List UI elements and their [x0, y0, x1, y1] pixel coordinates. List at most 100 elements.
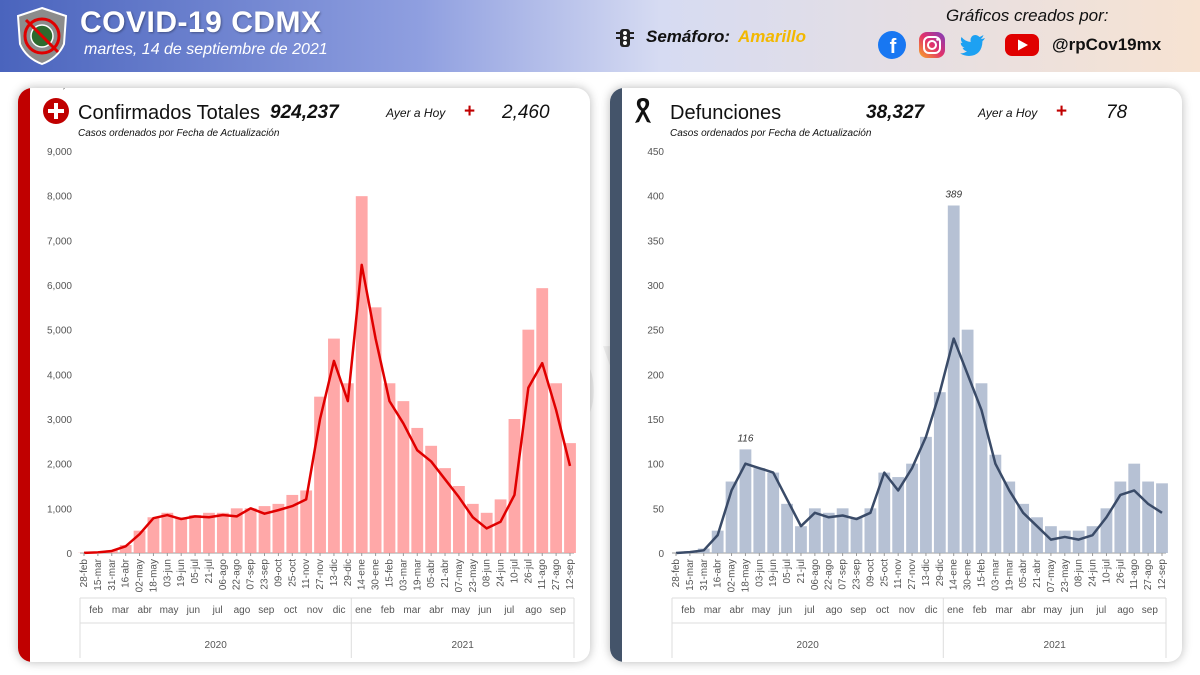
daily-bar — [300, 490, 313, 553]
twitter-icon[interactable] — [958, 30, 988, 60]
month-label: sep — [850, 605, 867, 616]
month-label: abr — [730, 605, 745, 616]
x-tick-label: 19-mar — [1004, 558, 1015, 590]
y-tick-label: 100 — [647, 460, 664, 471]
x-tick-label: 26-jul — [1115, 559, 1126, 583]
x-tick-label: 27-ago — [551, 559, 562, 591]
daily-bar — [808, 508, 821, 553]
x-tick-label: 21-jul — [796, 559, 807, 583]
x-tick-label: 15-feb — [976, 559, 987, 588]
instagram-icon[interactable] — [917, 30, 947, 60]
panel-delta: 2,460 — [502, 102, 550, 123]
x-tick-label: 12-sep — [1157, 559, 1168, 590]
daily-bar — [1156, 483, 1168, 553]
year-label: 2020 — [205, 640, 228, 651]
y-tick-label: 5,000 — [47, 326, 72, 337]
daily-bar — [119, 544, 132, 553]
daily-bar — [878, 472, 891, 553]
page-header: COVID-19 CDMX martes, 14 de septiembre d… — [0, 0, 1200, 72]
panel-accent-bar — [610, 88, 622, 662]
y-tick-label: 0 — [66, 549, 72, 560]
y-tick-label: 350 — [647, 236, 664, 247]
data-label: 116 — [737, 433, 753, 444]
x-tick-label: 03-jun — [754, 559, 765, 587]
x-tick-label: 03-mar — [398, 558, 409, 590]
daily-bar — [147, 517, 160, 553]
x-tick-label: 16-abr — [713, 558, 724, 588]
panel-subtitle: Casos ordenados por Fecha de Actualizaci… — [670, 128, 872, 139]
daily-bar — [1072, 530, 1085, 553]
month-label: ago — [826, 605, 843, 616]
x-tick-label: 15-feb — [384, 559, 395, 588]
daily-bar — [244, 508, 257, 553]
x-tick-label: 08-jun — [1074, 559, 1085, 587]
panel-title: Confirmados Totales — [78, 102, 260, 124]
x-tick-label: 05-jul — [190, 559, 201, 583]
month-label: jun — [1069, 605, 1083, 616]
month-label: mar — [403, 605, 421, 616]
daily-bar — [189, 515, 201, 553]
x-tick-label: 09-oct — [273, 559, 284, 587]
y-tick-label: 8,000 — [47, 192, 72, 203]
month-label: jul — [503, 605, 514, 616]
x-tick-label: 19-mar — [412, 558, 423, 590]
x-tick-label: 23-sep — [260, 559, 271, 590]
x-tick-label: 03-jun — [162, 559, 173, 587]
x-tick-label: 07-may — [454, 559, 465, 592]
average-line — [83, 263, 572, 555]
y-tick-label: 0 — [658, 549, 664, 560]
data-label: 7,989 — [58, 88, 83, 91]
youtube-icon[interactable] — [1004, 30, 1040, 60]
month-label: ene — [355, 605, 372, 616]
daily-bar — [920, 436, 932, 553]
x-tick-label: 07-sep — [838, 559, 849, 590]
facebook-icon[interactable]: f — [877, 30, 907, 60]
x-tick-label: 25-oct — [287, 559, 298, 587]
daily-bar — [1003, 481, 1016, 553]
daily-bar — [1100, 508, 1113, 553]
daily-bar — [711, 530, 724, 553]
month-label: ago — [234, 605, 251, 616]
month-label: abr — [429, 605, 444, 616]
daily-bar — [767, 472, 780, 553]
credit-label: Gráficos creados por: — [946, 6, 1109, 25]
x-tick-label: 18-may — [740, 559, 751, 592]
daily-bar — [850, 517, 863, 553]
daily-bar — [1142, 481, 1155, 553]
month-label: oct — [876, 605, 890, 616]
month-label: sep — [550, 605, 567, 616]
x-tick-label: 28-feb — [79, 559, 90, 588]
daily-bar — [453, 486, 465, 553]
daily-bar — [1031, 517, 1043, 553]
y-tick-label: 2,000 — [47, 460, 72, 471]
daily-bar — [216, 512, 229, 553]
daily-bar — [314, 396, 326, 553]
traffic-light-icon — [616, 29, 634, 47]
x-tick-label: 02-may — [135, 559, 146, 592]
daily-bar — [836, 508, 849, 553]
daily-bar — [1128, 463, 1141, 553]
daily-bar — [536, 288, 549, 553]
x-tick-label: 21-abr — [1032, 558, 1043, 588]
x-tick-label: 26-jul — [523, 559, 534, 583]
daily-bar — [989, 454, 1002, 553]
x-tick-label: 18-may — [148, 559, 159, 592]
daily-bar — [822, 512, 835, 553]
daily-bar — [961, 329, 974, 553]
x-tick-label: 21-abr — [440, 558, 451, 588]
x-tick-label: 13-dic — [329, 559, 340, 586]
y-tick-label: 6,000 — [47, 281, 72, 292]
social-handle[interactable]: @rpCov19mx — [1052, 35, 1162, 54]
x-tick-label: 24-jun — [496, 559, 507, 587]
month-label: jul — [804, 605, 815, 616]
month-label: ago — [1117, 605, 1134, 616]
x-tick-label: 16-abr — [121, 558, 132, 588]
x-tick-label: 24-jun — [1088, 559, 1099, 587]
x-tick-label: 27-ago — [1143, 559, 1154, 591]
daily-bar — [411, 427, 424, 553]
daily-bar — [725, 481, 738, 553]
month-label: mar — [704, 605, 722, 616]
x-tick-label: 23-may — [468, 559, 479, 592]
x-tick-label: 31-mar — [699, 558, 710, 590]
y-tick-label: 200 — [647, 370, 664, 381]
